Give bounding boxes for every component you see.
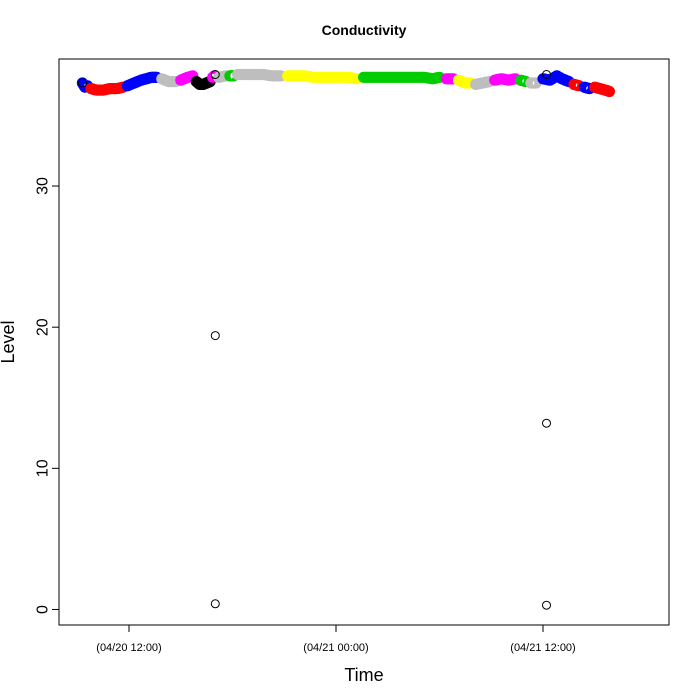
outlier-point xyxy=(542,70,551,79)
outlier-point xyxy=(210,599,220,609)
x-tick-label: (04/21 00:00) xyxy=(303,642,368,654)
x-tick-label: (04/20 12:00) xyxy=(96,642,161,654)
y-axis-title: Level xyxy=(0,320,18,363)
y-axis: 0 10 20 30 xyxy=(35,177,59,614)
x-axis-title: Time xyxy=(344,665,383,685)
data-points xyxy=(76,68,616,610)
x-axis: (04/20 12:00) (04/21 00:00) (04/21 12:00) xyxy=(96,625,576,654)
outlier-point xyxy=(210,331,220,341)
y-tick-label: 30 xyxy=(35,177,52,195)
data-point-red xyxy=(603,85,616,98)
data-point-gray xyxy=(220,70,232,82)
plot-frame xyxy=(58,58,670,626)
chart-title: Conductivity xyxy=(322,22,407,38)
x-tick-label: (04/21 12:00) xyxy=(510,642,575,654)
y-tick-label: 10 xyxy=(35,459,52,477)
outlier-point xyxy=(210,70,220,79)
outlier-point xyxy=(542,600,551,610)
y-tick-label: 20 xyxy=(35,318,52,336)
y-tick-label: 0 xyxy=(35,605,52,614)
outlier-point xyxy=(542,418,551,428)
outlier-point xyxy=(77,78,87,88)
